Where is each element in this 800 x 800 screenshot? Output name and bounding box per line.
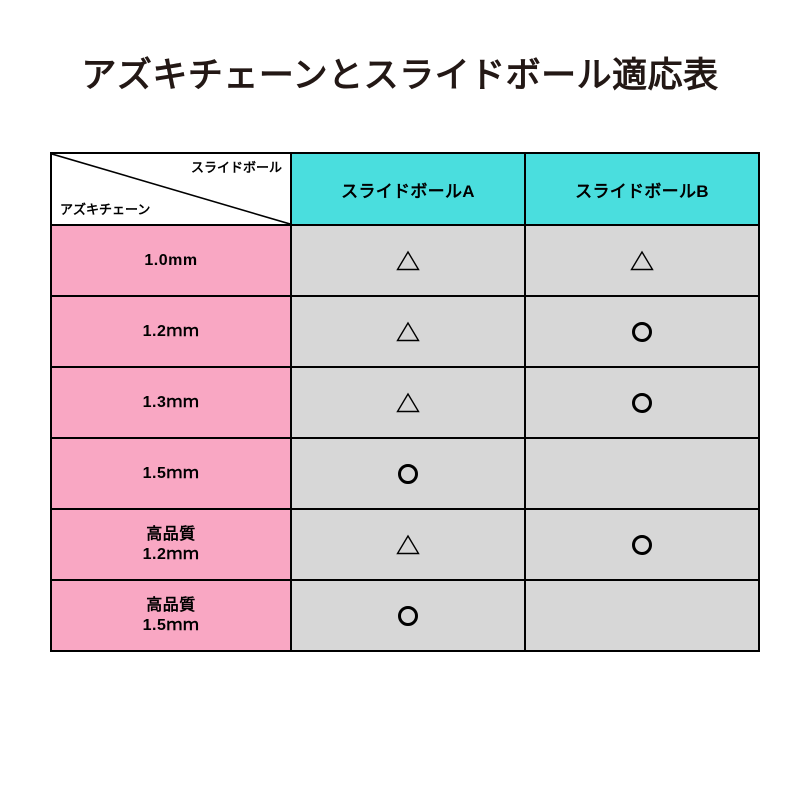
circle-mark-icon: [632, 392, 652, 413]
table-header-row: スライドボール アズキチェーン スライドボールA スライドボールB: [50, 152, 760, 226]
compatibility-cell: [524, 224, 760, 297]
triangle-mark-icon: [630, 250, 654, 271]
triangle-glyph: [396, 250, 420, 271]
table-row: 高品質 1.2ｍｍ: [50, 508, 760, 581]
corner-label-rows: アズキチェーン: [60, 202, 151, 217]
triangle-glyph: [396, 534, 420, 555]
compatibility-cell: [524, 579, 760, 652]
compatibility-table: スライドボール アズキチェーン スライドボールA スライドボールB 1.0mm 1…: [50, 152, 760, 652]
triangle-mark-icon: [396, 321, 420, 342]
triangle-glyph: [630, 250, 654, 271]
triangle-glyph: [396, 392, 420, 413]
column-header-slide-ball-b: スライドボールB: [524, 152, 760, 226]
circle-mark-icon: [398, 463, 418, 484]
page-title: アズキチェーンとスライドボール適応表: [81, 56, 719, 95]
corner-header-cell: スライドボール アズキチェーン: [50, 152, 292, 226]
compatibility-cell: [290, 508, 526, 581]
triangle-mark-icon: [396, 392, 420, 413]
compatibility-cell: [290, 579, 526, 652]
circle-mark-icon: [398, 605, 418, 626]
compatibility-cell: [524, 366, 760, 439]
triangle-mark-icon: [396, 250, 420, 271]
column-header-slide-ball-a: スライドボールA: [290, 152, 526, 226]
table-header: スライドボール アズキチェーン スライドボールA スライドボールB: [50, 152, 760, 226]
compatibility-cell: [524, 508, 760, 581]
compatibility-cell: [290, 224, 526, 297]
row-header-chain-size: 1.2ｍｍ: [50, 295, 292, 368]
compatibility-table-container: スライドボール アズキチェーン スライドボールA スライドボールB 1.0mm 1…: [50, 152, 760, 652]
table-row: 高品質 1.5ｍｍ: [50, 579, 760, 652]
table-body: 1.0mm 1.2ｍｍ 1.3ｍｍ 1.5ｍｍ 高品質 1.2ｍｍ 高品質 1.5ｍｍ: [50, 224, 760, 652]
compatibility-cell: [290, 295, 526, 368]
row-header-chain-size: 1.3ｍｍ: [50, 366, 292, 439]
row-header-chain-size: 高品質 1.2ｍｍ: [50, 508, 292, 581]
row-header-chain-size: 1.5ｍｍ: [50, 437, 292, 510]
corner-label-columns: スライドボール: [190, 160, 282, 175]
triangle-mark-icon: [396, 534, 420, 555]
row-header-chain-size: 高品質 1.5ｍｍ: [50, 579, 292, 652]
table-row: 1.2ｍｍ: [50, 295, 760, 368]
table-row: 1.3ｍｍ: [50, 366, 760, 439]
compatibility-cell: [290, 366, 526, 439]
triangle-glyph: [396, 321, 420, 342]
compatibility-cell: [524, 295, 760, 368]
table-row: 1.0mm: [50, 224, 760, 297]
compatibility-cell: [290, 437, 526, 510]
compatibility-cell: [524, 437, 760, 510]
diagonal-divider-line: [52, 154, 290, 224]
circle-mark-icon: [632, 534, 652, 555]
table-row: 1.5ｍｍ: [50, 437, 760, 510]
circle-mark-icon: [632, 321, 652, 342]
row-header-chain-size: 1.0mm: [50, 224, 292, 297]
